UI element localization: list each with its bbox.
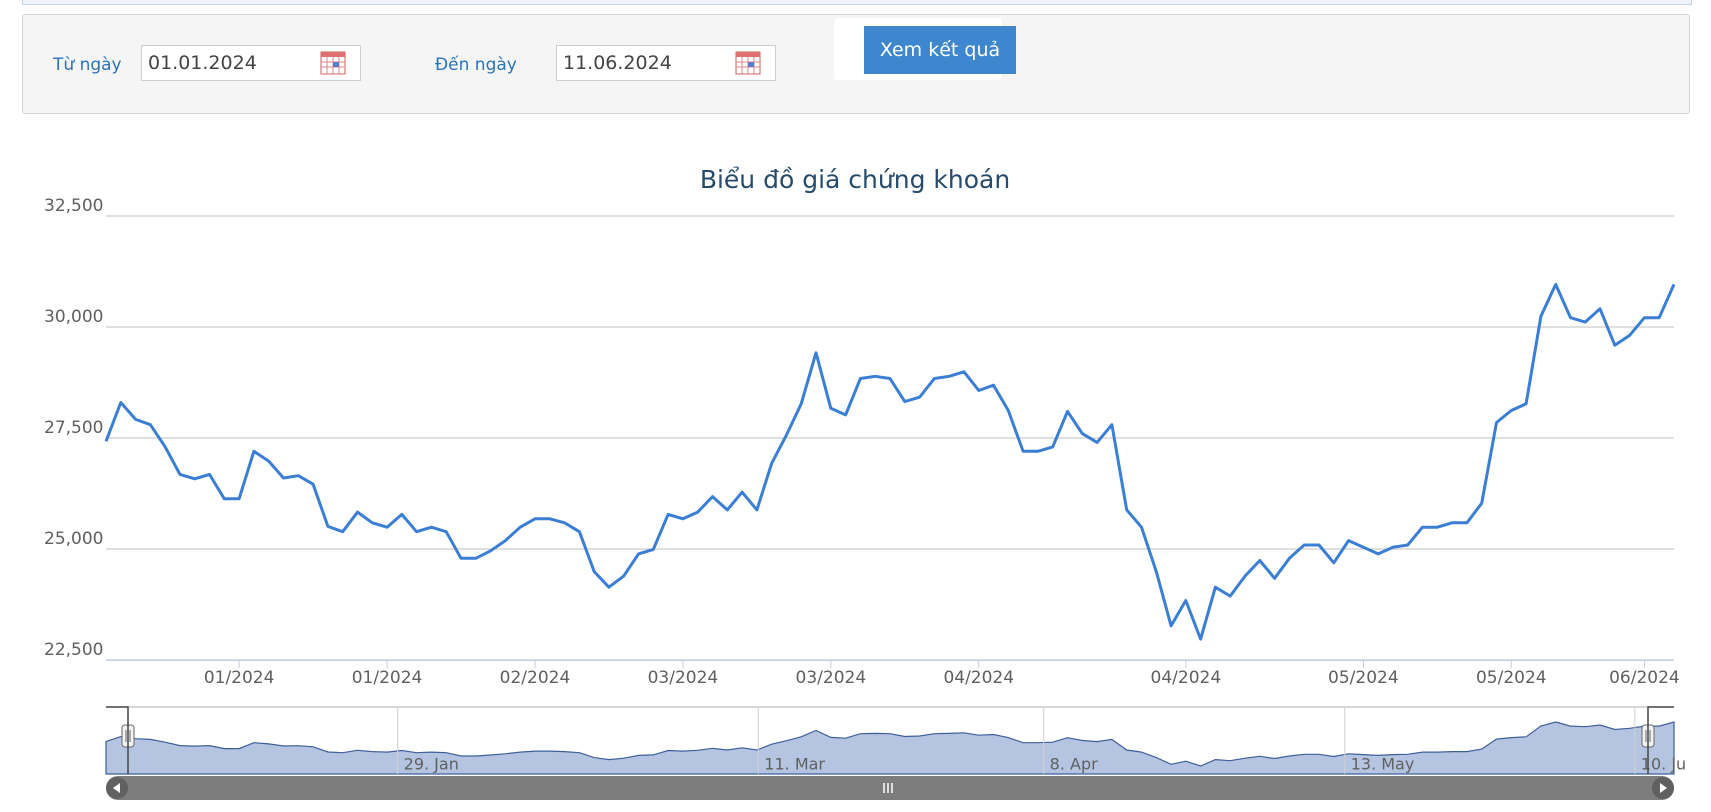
x-tick-label: 04/2024 — [943, 668, 1014, 688]
navigator-outline — [106, 706, 1674, 774]
navigator: 29. Jan 11. Mar 8. Apr 13. May 10. Ju — [105, 706, 1686, 800]
to-label: Đến ngày — [435, 55, 517, 75]
to-value: 11.06.2024 — [563, 52, 672, 74]
submit-button[interactable]: Xem kết quả — [864, 26, 1016, 74]
chart-title: Biểu đồ giá chứng khoán — [700, 165, 1010, 194]
x-tick-label: 01/2024 — [352, 668, 423, 688]
navigator-label: 8. Apr — [1050, 755, 1098, 774]
x-tick-label: 05/2024 — [1328, 668, 1399, 688]
navigator-label: 11. Mar — [764, 755, 825, 774]
to-input[interactable]: 11.06.2024 — [556, 45, 776, 81]
x-tick-label: 04/2024 — [1151, 668, 1222, 688]
from-input[interactable]: 01.01.2024 — [141, 45, 361, 81]
y-tick-label: 22,500 — [44, 640, 103, 660]
x-tick-label: 03/2024 — [796, 668, 867, 688]
from-label: Từ ngày — [53, 55, 122, 75]
y-tick-label: 32,500 — [44, 196, 103, 216]
scrollbar-grip — [883, 783, 893, 793]
calendar-icon[interactable] — [320, 51, 346, 75]
y-tick-label: 30,000 — [44, 307, 103, 327]
chart: Biểu đồ giá chứng khoán 29. Jan 11. Mar 8.… — [44, 165, 1686, 800]
top-strip — [22, 0, 1692, 5]
scrollbar[interactable] — [106, 776, 1674, 800]
x-tick-label: 01/2024 — [204, 668, 275, 688]
navigator-label: 13. May — [1351, 755, 1415, 774]
navigator-area — [105, 721, 1675, 775]
navigator-label: 10. Ju — [1641, 755, 1686, 774]
calendar-icon[interactable] — [735, 51, 761, 75]
x-tick-label: 03/2024 — [648, 668, 719, 688]
price-line — [104, 282, 1676, 641]
y-tick-label: 25,000 — [44, 529, 103, 549]
x-tick-label: 06/2024 — [1609, 668, 1680, 688]
navigator-label: 29. Jan — [404, 755, 459, 774]
arrow-right — [1660, 783, 1667, 793]
x-tick-label: 02/2024 — [500, 668, 571, 688]
from-value: 01.01.2024 — [148, 52, 257, 74]
arrow-left — [113, 783, 120, 793]
y-tick-label: 27,500 — [44, 418, 103, 438]
x-tick-label: 05/2024 — [1476, 668, 1547, 688]
